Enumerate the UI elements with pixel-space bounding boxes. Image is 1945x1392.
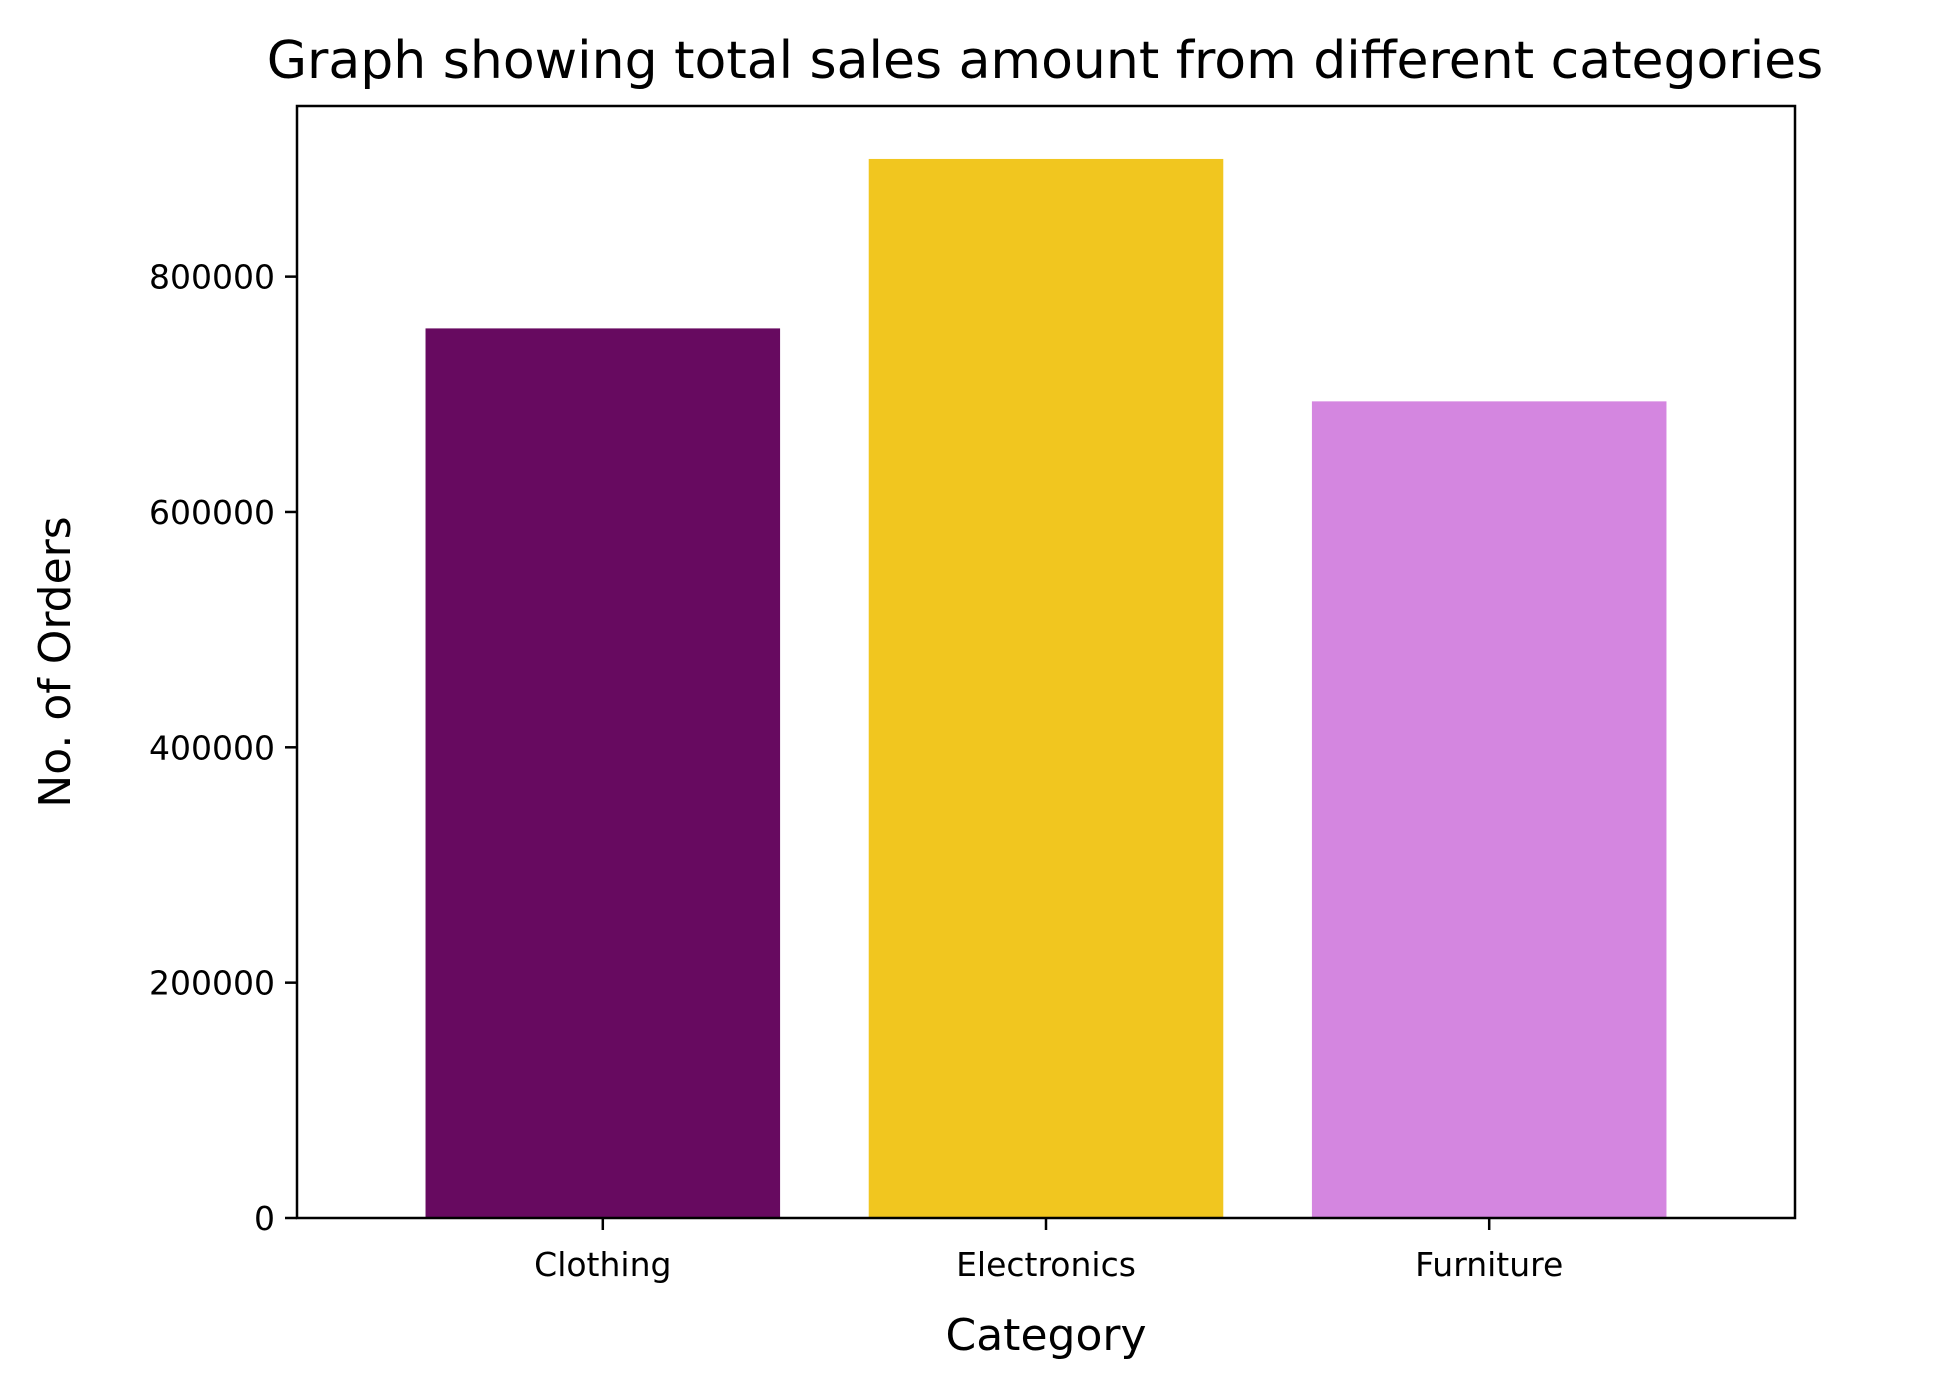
- x-tick-label: Clothing: [534, 1245, 671, 1284]
- x-axis-label: Category: [946, 1310, 1147, 1361]
- y-tick-label: 600000: [149, 493, 275, 532]
- bar-clothing: [425, 328, 781, 1218]
- y-tick-label: 200000: [149, 964, 275, 1003]
- bar-furniture: [1311, 401, 1667, 1218]
- plot-area: [425, 158, 1667, 1218]
- x-tick-label: Furniture: [1415, 1245, 1563, 1284]
- y-tick-label: 800000: [149, 258, 275, 297]
- x-tick-label: Electronics: [956, 1245, 1136, 1284]
- chart-title: Graph showing total sales amount from di…: [267, 31, 1823, 91]
- y-axis-label: No. of Orders: [30, 516, 81, 807]
- x-axis: Clothing Electronics Furniture: [534, 1218, 1563, 1284]
- y-tick-label: 400000: [149, 728, 275, 767]
- bar-electronics: [868, 158, 1224, 1218]
- y-axis: 0 200000 400000 600000 800000: [149, 258, 297, 1238]
- y-tick-label: 0: [254, 1199, 275, 1238]
